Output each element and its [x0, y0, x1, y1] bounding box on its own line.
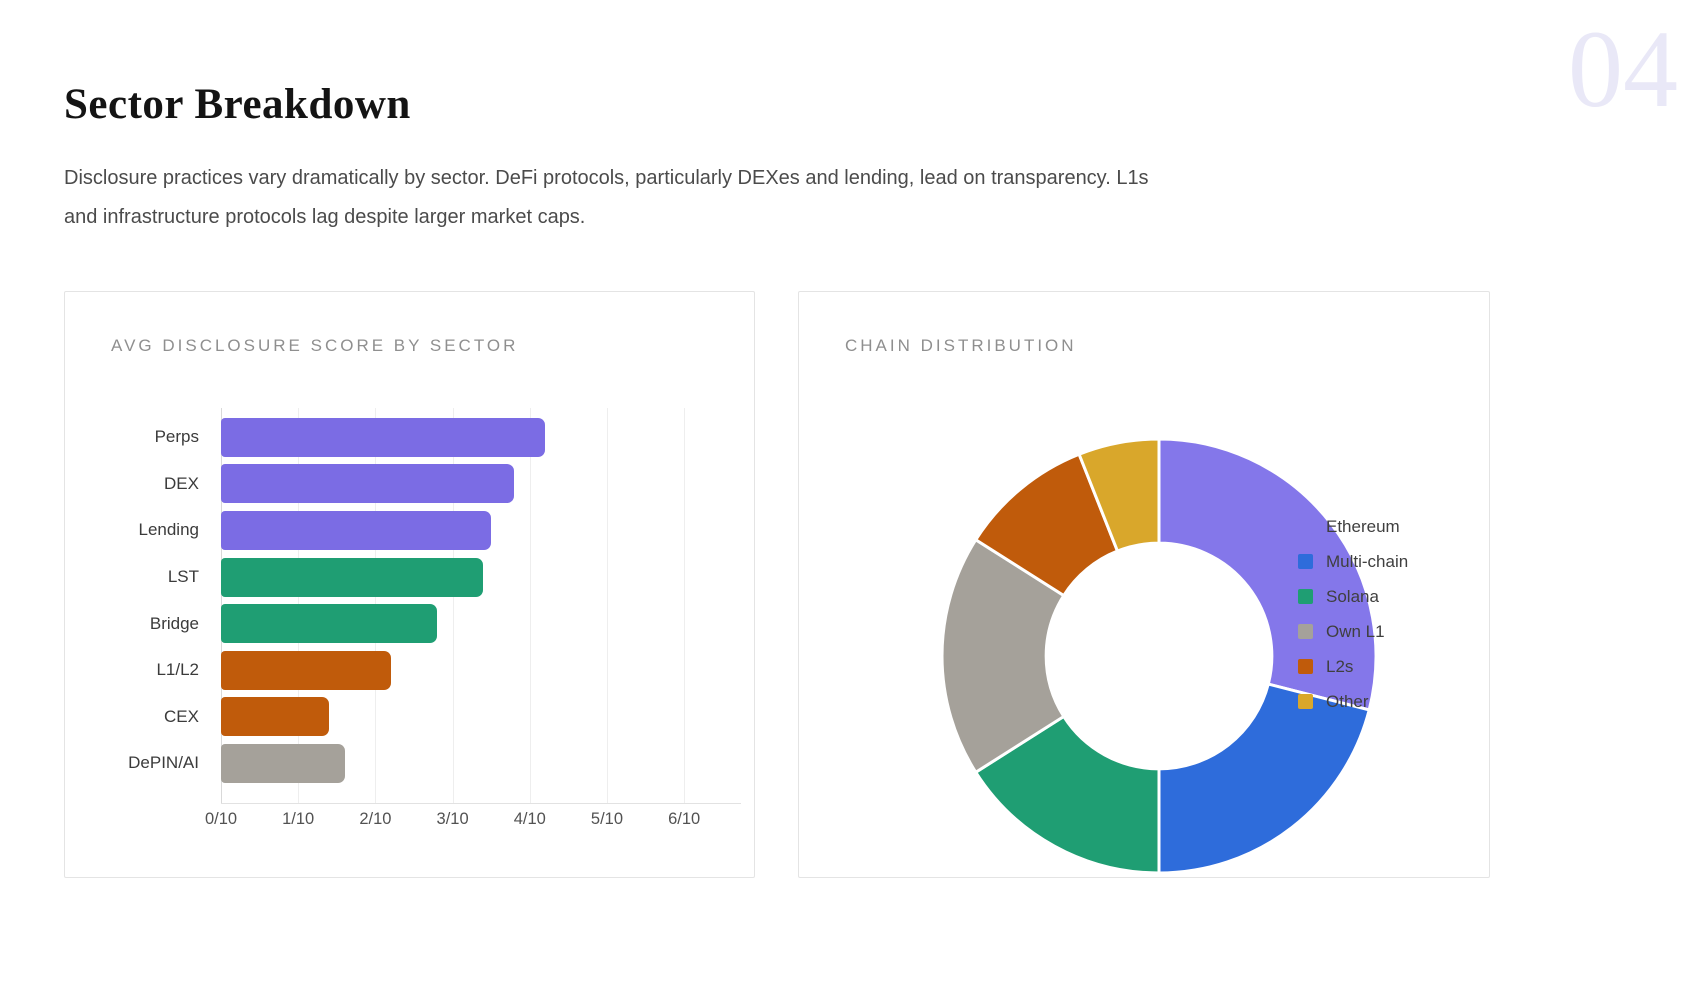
bar-l1-l2	[221, 650, 391, 690]
donut-slice-own-l1	[940, 537, 1066, 775]
bar-label: DEX	[164, 473, 199, 493]
x-tick-label: 5/10	[590, 810, 624, 828]
donut-slice-solana	[973, 714, 1161, 875]
legend-swatch-icon	[1298, 624, 1313, 639]
legend-item-l2s[interactable]: L2s	[1298, 649, 1408, 684]
gridline-6	[684, 408, 686, 804]
bar-row: DEX	[111, 461, 739, 508]
gridline-4	[529, 408, 531, 804]
bar-chart-card: AVG DISCLOSURE SCORE BY SECTOR Perps DEX L…	[64, 291, 755, 878]
donut-svg	[940, 437, 1378, 875]
bar-track	[221, 554, 739, 601]
gridline-3	[452, 408, 454, 804]
bar-track	[221, 507, 739, 554]
bar-label: Lending	[138, 520, 199, 540]
x-axis-ticks: 0/10 1/10 2/10 3/10 4/10 5/10 6/10	[205, 810, 739, 834]
donut-slice-other	[1077, 437, 1161, 554]
bar-label: Perps	[154, 427, 199, 447]
bar-row: DePIN/AI	[111, 740, 739, 787]
bar-track	[221, 647, 739, 694]
bar-label: L1/L2	[156, 660, 199, 680]
bar-row: Bridge	[111, 600, 739, 647]
bar-track	[221, 694, 739, 741]
legend-label: L2s	[1326, 656, 1354, 676]
bar-lst	[221, 557, 484, 597]
legend-label: Other	[1326, 691, 1369, 711]
page-title: Sector Breakdown	[64, 81, 411, 128]
page-description-line-1: Disclosure practices vary dramatically b…	[64, 167, 1149, 189]
bar-cex	[221, 697, 330, 737]
section-number: 04	[1568, 8, 1678, 130]
bar-track	[221, 414, 739, 461]
bar-perps	[221, 417, 546, 457]
donut-slice-multi-chain	[1157, 682, 1372, 875]
x-tick-label: 3/10	[436, 810, 469, 828]
legend-label: Own L1	[1326, 621, 1385, 641]
bar-dex	[221, 464, 515, 504]
donut-slice-ethereum	[1157, 437, 1378, 712]
donut-chart-card: CHAIN DISTRIBUTION Ethereum Multi-chain So…	[798, 291, 1490, 878]
donut-chart	[939, 436, 1379, 876]
legend-item-multi-chain[interactable]: Multi-chain	[1298, 544, 1408, 579]
bar-depin-ai	[221, 743, 345, 783]
bar-lending	[221, 510, 492, 550]
bar-chart-title: AVG DISCLOSURE SCORE BY SECTOR	[111, 336, 519, 355]
bar-row: Perps	[111, 414, 739, 461]
bar-row: LST	[111, 554, 739, 601]
legend-item-solana[interactable]: Solana	[1298, 579, 1408, 614]
bar-row: Lending	[111, 507, 739, 554]
donut-chart-title: CHAIN DISTRIBUTION	[845, 336, 1077, 355]
bar-label: CEX	[164, 706, 199, 726]
bar-label: Bridge	[149, 613, 199, 633]
bar-track	[221, 461, 739, 508]
bar-label: LST	[167, 567, 199, 587]
legend-label: Ethereum	[1326, 516, 1400, 536]
legend-swatch-icon	[1298, 589, 1313, 604]
legend-item-own-l1[interactable]: Own L1	[1298, 614, 1408, 649]
x-tick-label: 2/10	[359, 810, 392, 828]
bar-label: DePIN/AI	[128, 753, 199, 773]
gridline-5	[606, 408, 608, 804]
bar-rows: Perps DEX Lending LST Bridge L1/L2 CEX DePIN/AI	[111, 414, 739, 787]
bar-bridge	[221, 604, 438, 644]
x-tick-label: 0/10	[204, 810, 238, 828]
page-description: Disclosure practices vary dramatically b…	[64, 159, 1544, 237]
x-tick-label: 6/10	[668, 810, 701, 828]
bar-row: L1/L2	[111, 647, 739, 694]
donut-legend: Ethereum Multi-chain Solana Own L1 L2s Other	[1298, 509, 1408, 719]
legend-swatch-icon	[1298, 659, 1313, 674]
legend-item-other[interactable]: Other	[1298, 684, 1408, 719]
x-tick-label: 1/10	[282, 810, 315, 828]
legend-label: Solana	[1326, 586, 1379, 606]
bar-row: CEX	[111, 694, 739, 741]
legend-swatch-icon	[1298, 694, 1313, 709]
bar-track	[221, 600, 739, 647]
legend-swatch-icon	[1298, 554, 1313, 569]
cards-row: AVG DISCLOSURE SCORE BY SECTOR Perps DEX L…	[64, 291, 1490, 878]
x-axis-line	[221, 803, 741, 804]
x-tick-label: 4/10	[513, 810, 546, 828]
legend-swatch-icon	[1298, 519, 1313, 534]
bar-track	[221, 740, 739, 787]
legend-label: Multi-chain	[1326, 551, 1409, 571]
page-description-line-2: and infrastructure protocols lag despite…	[64, 206, 586, 228]
legend-item-ethereum[interactable]: Ethereum	[1298, 509, 1408, 544]
